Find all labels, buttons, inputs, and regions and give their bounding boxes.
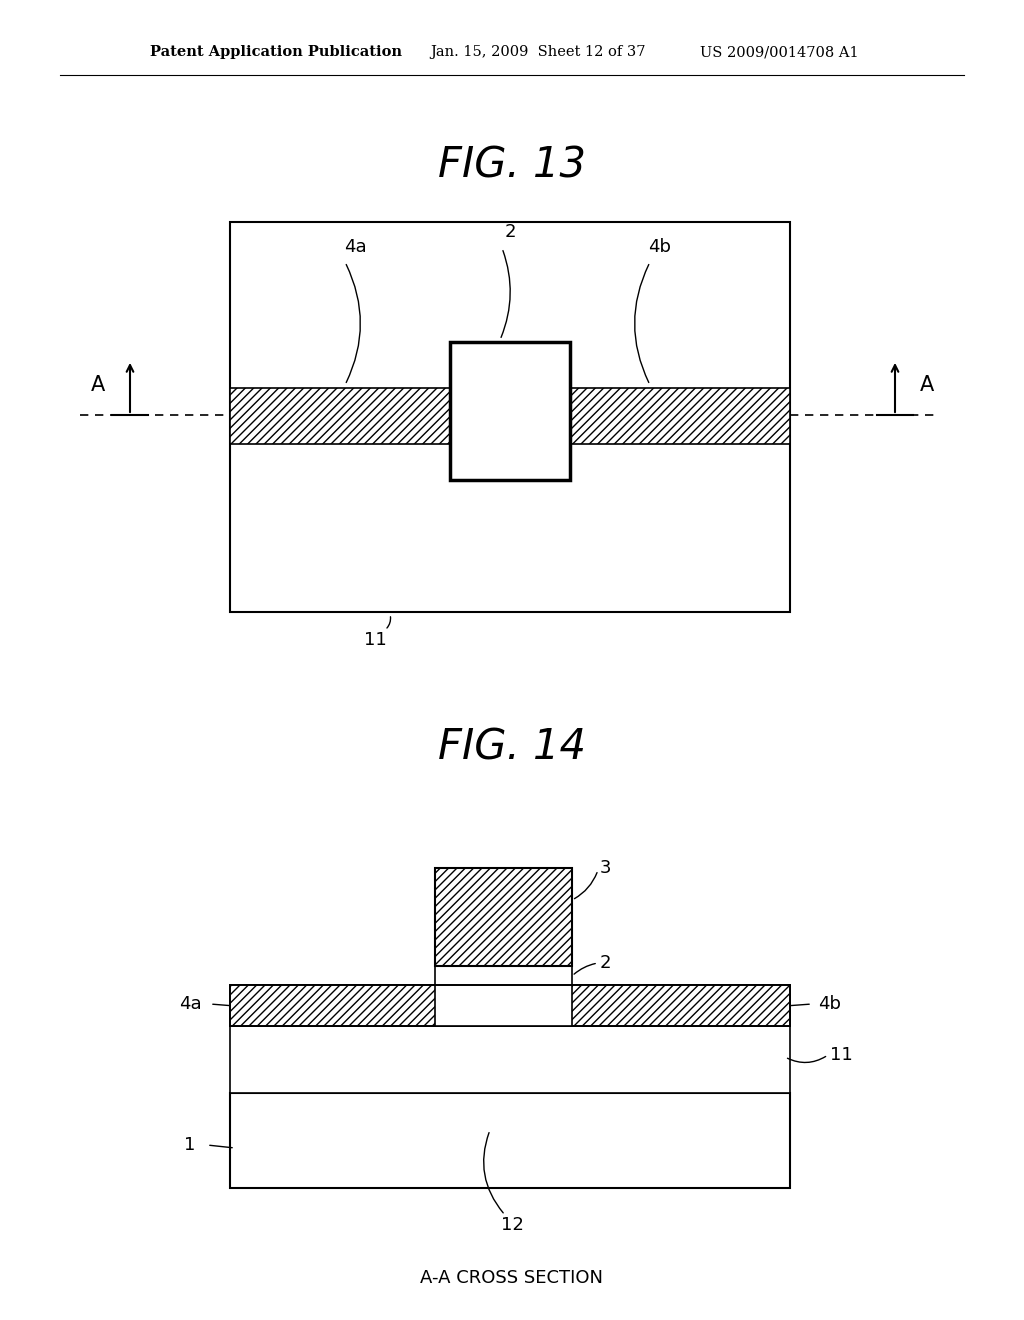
Bar [572, 985, 790, 1026]
Bar [230, 1026, 790, 1093]
Text: A: A [920, 375, 934, 395]
Bar [230, 388, 790, 444]
Text: US 2009/0014708 A1: US 2009/0014708 A1 [700, 45, 859, 59]
Text: Jan. 15, 2009  Sheet 12 of 37: Jan. 15, 2009 Sheet 12 of 37 [430, 45, 645, 59]
Text: 4b: 4b [648, 238, 672, 256]
Bar [435, 869, 572, 966]
Text: FIG. 14: FIG. 14 [438, 727, 586, 770]
Text: 4b: 4b [818, 995, 842, 1012]
Bar [230, 985, 790, 1026]
Text: 12: 12 [501, 1216, 523, 1234]
Text: 4a: 4a [178, 995, 202, 1012]
Text: 3: 3 [600, 859, 611, 876]
Text: Patent Application Publication: Patent Application Publication [150, 45, 402, 59]
Bar [450, 342, 570, 480]
Bar [450, 342, 570, 480]
Text: FIG. 13: FIG. 13 [438, 144, 586, 186]
Bar [435, 966, 572, 985]
Bar [435, 985, 572, 1026]
Bar [230, 222, 790, 612]
Bar [230, 1093, 790, 1188]
Text: 11: 11 [830, 1045, 853, 1064]
Text: 4a: 4a [344, 238, 367, 256]
Text: A: A [91, 375, 105, 395]
Text: 2: 2 [504, 223, 516, 242]
Text: 11: 11 [364, 631, 386, 649]
Bar [230, 985, 435, 1026]
Bar [230, 985, 790, 1026]
Text: A-A CROSS SECTION: A-A CROSS SECTION [421, 1269, 603, 1287]
Text: 1: 1 [184, 1137, 196, 1154]
Text: 2: 2 [600, 954, 611, 972]
